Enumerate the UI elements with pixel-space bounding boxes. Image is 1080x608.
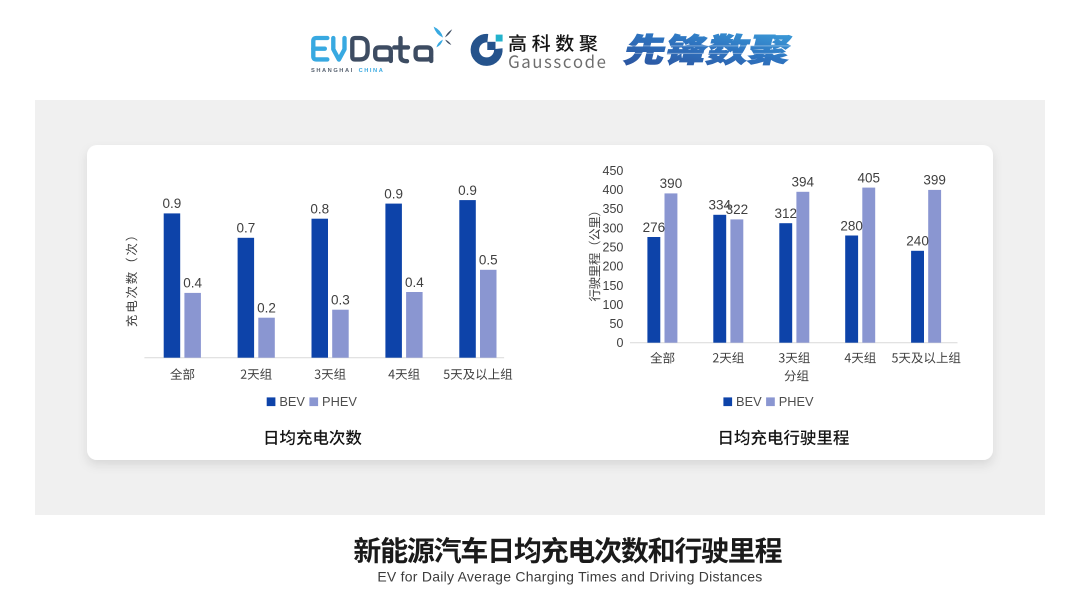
svg-text:0.4: 0.4: [405, 275, 424, 290]
svg-text:CHINA: CHINA: [359, 68, 385, 74]
svg-text:0: 0: [616, 336, 623, 350]
svg-text:0.8: 0.8: [310, 202, 329, 217]
svg-text:150: 150: [603, 279, 624, 293]
svg-text:BEV: BEV: [736, 394, 762, 409]
svg-text:300: 300: [603, 221, 624, 235]
svg-text:405: 405: [857, 170, 880, 185]
svg-text:50: 50: [609, 317, 623, 331]
svg-text:322: 322: [726, 202, 749, 217]
svg-text:0.9: 0.9: [384, 186, 403, 201]
svg-text:0.2: 0.2: [257, 301, 276, 316]
svg-text:SHANGHAI: SHANGHAI: [311, 68, 354, 74]
svg-text:200: 200: [603, 260, 624, 274]
svg-text:100: 100: [603, 298, 624, 312]
svg-text:350: 350: [603, 202, 624, 216]
svg-text:240: 240: [906, 234, 929, 249]
svg-text:280: 280: [840, 218, 863, 233]
svg-text:EV for Daily Average Charging: EV for Daily Average Charging Times and …: [377, 569, 762, 585]
svg-text:BEV: BEV: [279, 394, 305, 409]
svg-text:394: 394: [792, 175, 815, 190]
svg-text:276: 276: [643, 220, 666, 235]
svg-text:312: 312: [774, 206, 797, 221]
svg-text:334: 334: [709, 198, 732, 213]
svg-text:0.9: 0.9: [458, 183, 477, 198]
svg-text:PHEV: PHEV: [779, 394, 814, 409]
svg-text:400: 400: [603, 183, 624, 197]
svg-text:0.3: 0.3: [331, 293, 350, 308]
svg-text:250: 250: [603, 240, 624, 254]
svg-text:0.5: 0.5: [479, 253, 498, 268]
svg-text:0.9: 0.9: [163, 196, 182, 211]
svg-text:0.7: 0.7: [236, 221, 255, 236]
svg-text:399: 399: [923, 173, 946, 188]
svg-text:390: 390: [660, 176, 683, 191]
svg-text:450: 450: [603, 164, 624, 178]
svg-text:PHEV: PHEV: [322, 394, 357, 409]
svg-text:0.4: 0.4: [183, 276, 202, 291]
